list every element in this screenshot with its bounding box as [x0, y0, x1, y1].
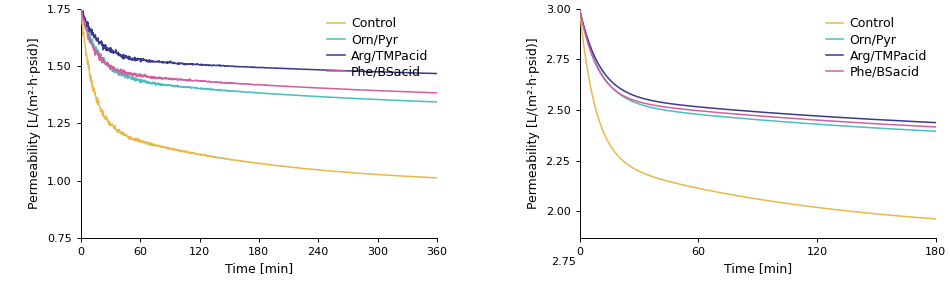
Arg/TMPacid	[930, 121, 941, 124]
Orn/Pyr	[232, 90, 243, 93]
Control	[851, 210, 863, 214]
Phe/BSacid	[819, 119, 830, 122]
Orn/Pyr	[731, 116, 742, 120]
Phe/BSacid	[851, 121, 863, 124]
Control	[111, 128, 123, 131]
Phe/BSacid	[731, 112, 742, 116]
Line: Phe/BSacid: Phe/BSacid	[81, 7, 437, 93]
Control	[320, 169, 332, 172]
Arg/TMPacid	[75, 8, 86, 11]
Line: Control: Control	[81, 5, 437, 178]
Phe/BSacid	[431, 91, 443, 95]
Y-axis label: Permeability [L/(m²·h·psid)]: Permeability [L/(m²·h·psid)]	[28, 37, 42, 209]
Orn/Pyr	[851, 125, 863, 128]
Arg/TMPacid	[819, 115, 830, 118]
Orn/Pyr	[930, 130, 941, 133]
Arg/TMPacid	[359, 70, 371, 73]
Orn/Pyr	[320, 95, 332, 99]
Orn/Pyr	[75, 5, 86, 8]
Orn/Pyr	[111, 70, 123, 73]
Arg/TMPacid	[431, 72, 443, 75]
Orn/Pyr	[352, 97, 364, 100]
Control	[359, 172, 371, 175]
Line: Orn/Pyr: Orn/Pyr	[580, 9, 936, 131]
Line: Orn/Pyr: Orn/Pyr	[81, 7, 437, 102]
Legend: Control, Orn/Pyr, Arg/TMPacid, Phe/BSacid: Control, Orn/Pyr, Arg/TMPacid, Phe/BSaci…	[824, 15, 929, 81]
Control	[858, 211, 869, 214]
Orn/Pyr	[359, 97, 371, 101]
Orn/Pyr	[610, 90, 621, 93]
Orn/Pyr	[819, 123, 830, 126]
Control	[431, 176, 443, 180]
Phe/BSacid	[858, 121, 869, 125]
Phe/BSacid	[574, 7, 585, 10]
X-axis label: Time [min]: Time [min]	[724, 262, 791, 275]
Line: Control: Control	[580, 9, 936, 219]
Arg/TMPacid	[851, 117, 863, 120]
Arg/TMPacid	[731, 108, 742, 112]
Control	[718, 191, 730, 195]
Orn/Pyr	[718, 115, 730, 119]
Orn/Pyr	[431, 100, 443, 104]
Line: Arg/TMPacid: Arg/TMPacid	[580, 9, 936, 123]
Control	[731, 194, 742, 197]
Y-axis label: Permeability [L/(m²·h·psid)]: Permeability [L/(m²·h·psid)]	[527, 37, 540, 209]
Control	[232, 159, 243, 162]
Phe/BSacid	[610, 89, 621, 93]
Control	[352, 171, 364, 175]
Control	[819, 206, 830, 210]
Phe/BSacid	[232, 82, 243, 85]
Arg/TMPacid	[219, 65, 231, 68]
Arg/TMPacid	[232, 65, 243, 68]
Phe/BSacid	[359, 88, 371, 92]
Arg/TMPacid	[858, 117, 869, 121]
Phe/BSacid	[320, 87, 332, 90]
Phe/BSacid	[111, 68, 123, 71]
Phe/BSacid	[930, 125, 941, 129]
Orn/Pyr	[219, 89, 231, 92]
Phe/BSacid	[219, 81, 231, 85]
Phe/BSacid	[718, 111, 730, 115]
Arg/TMPacid	[352, 70, 364, 73]
Text: 2.75: 2.75	[551, 257, 576, 267]
Arg/TMPacid	[610, 84, 621, 87]
Line: Arg/TMPacid: Arg/TMPacid	[81, 10, 437, 74]
Control	[574, 7, 585, 10]
Control	[219, 157, 231, 160]
Orn/Pyr	[858, 126, 869, 129]
Orn/Pyr	[574, 7, 585, 10]
X-axis label: Time [min]: Time [min]	[225, 262, 293, 275]
Arg/TMPacid	[718, 107, 730, 111]
Phe/BSacid	[352, 88, 364, 92]
Line: Phe/BSacid: Phe/BSacid	[580, 9, 936, 127]
Arg/TMPacid	[320, 68, 332, 72]
Control	[610, 152, 621, 155]
Phe/BSacid	[75, 6, 86, 9]
Arg/TMPacid	[111, 52, 123, 55]
Legend: Control, Orn/Pyr, Arg/TMPacid, Phe/BSacid: Control, Orn/Pyr, Arg/TMPacid, Phe/BSaci…	[325, 15, 430, 81]
Control	[75, 3, 86, 7]
Control	[930, 217, 941, 221]
Arg/TMPacid	[574, 7, 585, 10]
